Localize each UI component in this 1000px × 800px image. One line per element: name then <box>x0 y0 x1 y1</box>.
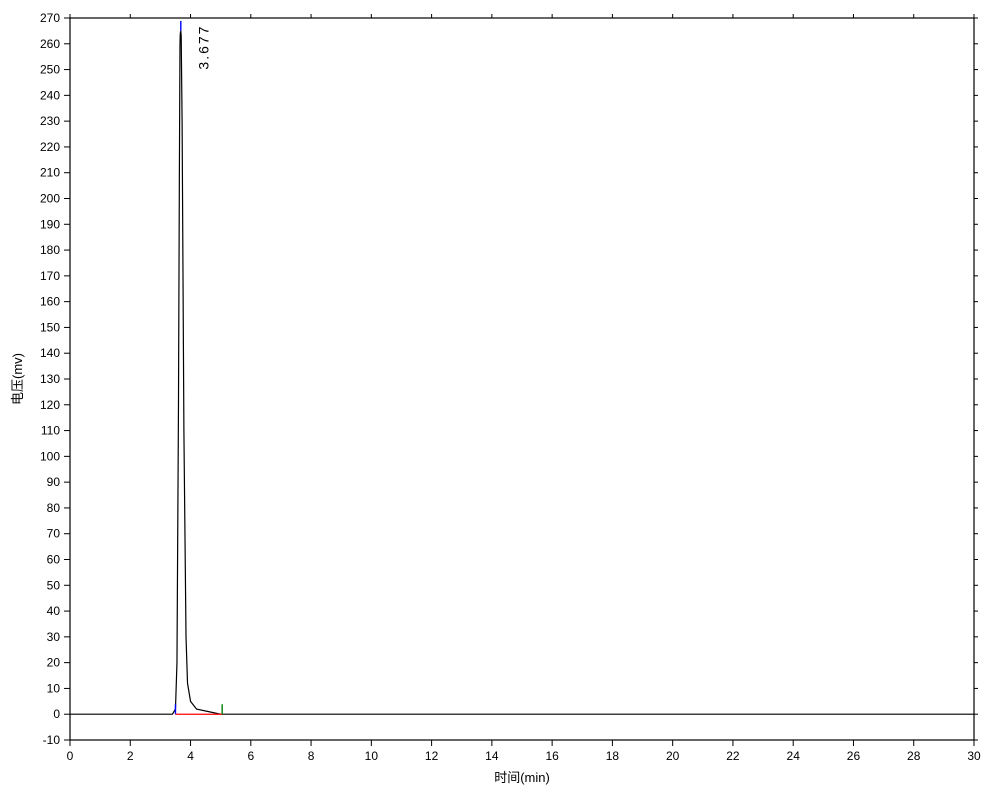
y-tick-label: 200 <box>40 192 60 206</box>
y-tick-label: 0 <box>53 707 60 721</box>
y-tick-label: 150 <box>40 320 60 334</box>
y-tick-label: 260 <box>40 37 60 51</box>
chromatogram-chart: 024681012141618202224262830-100102030405… <box>0 0 1000 800</box>
y-tick-label: 50 <box>47 578 61 592</box>
y-tick-label: 160 <box>40 295 60 309</box>
y-tick-label: 230 <box>40 114 60 128</box>
chart-bg <box>0 0 1000 800</box>
y-tick-label: 30 <box>47 630 61 644</box>
y-tick-label: 140 <box>40 346 60 360</box>
y-tick-label: 20 <box>47 656 61 670</box>
y-tick-label: 10 <box>47 681 61 695</box>
x-tick-label: 22 <box>726 749 740 763</box>
peak-retention-label: 3.677 <box>196 25 212 70</box>
chart-container: 024681012141618202224262830-100102030405… <box>0 0 1000 800</box>
y-tick-label: 40 <box>47 604 61 618</box>
x-tick-label: 6 <box>247 749 254 763</box>
y-tick-label: 210 <box>40 166 60 180</box>
x-axis-title: 时间(min) <box>494 770 550 785</box>
x-tick-label: 18 <box>606 749 620 763</box>
y-tick-label: 110 <box>41 424 60 438</box>
y-tick-label: -10 <box>43 733 61 747</box>
x-tick-label: 4 <box>187 749 194 763</box>
x-tick-label: 10 <box>365 749 379 763</box>
x-tick-label: 8 <box>308 749 315 763</box>
y-tick-label: 240 <box>40 88 60 102</box>
y-tick-label: 70 <box>47 527 61 541</box>
x-tick-label: 12 <box>425 749 439 763</box>
x-tick-label: 0 <box>67 749 74 763</box>
y-tick-label: 190 <box>40 217 60 231</box>
x-tick-label: 24 <box>787 749 801 763</box>
x-tick-label: 28 <box>907 749 921 763</box>
x-tick-label: 16 <box>545 749 559 763</box>
y-tick-label: 270 <box>40 11 60 25</box>
y-tick-label: 220 <box>40 140 60 154</box>
y-tick-label: 80 <box>47 501 61 515</box>
y-tick-label: 90 <box>47 475 61 489</box>
x-tick-label: 26 <box>847 749 861 763</box>
x-tick-label: 2 <box>127 749 134 763</box>
y-tick-label: 180 <box>40 243 60 257</box>
y-tick-label: 170 <box>40 269 60 283</box>
y-tick-label: 130 <box>40 372 60 386</box>
y-tick-label: 120 <box>40 398 60 412</box>
y-axis-title: 电压(mv) <box>10 353 25 405</box>
x-tick-label: 14 <box>485 749 499 763</box>
y-tick-label: 100 <box>40 449 60 463</box>
x-tick-label: 30 <box>967 749 981 763</box>
x-tick-label: 20 <box>666 749 680 763</box>
y-tick-label: 60 <box>47 553 61 567</box>
y-tick-label: 250 <box>40 63 60 77</box>
